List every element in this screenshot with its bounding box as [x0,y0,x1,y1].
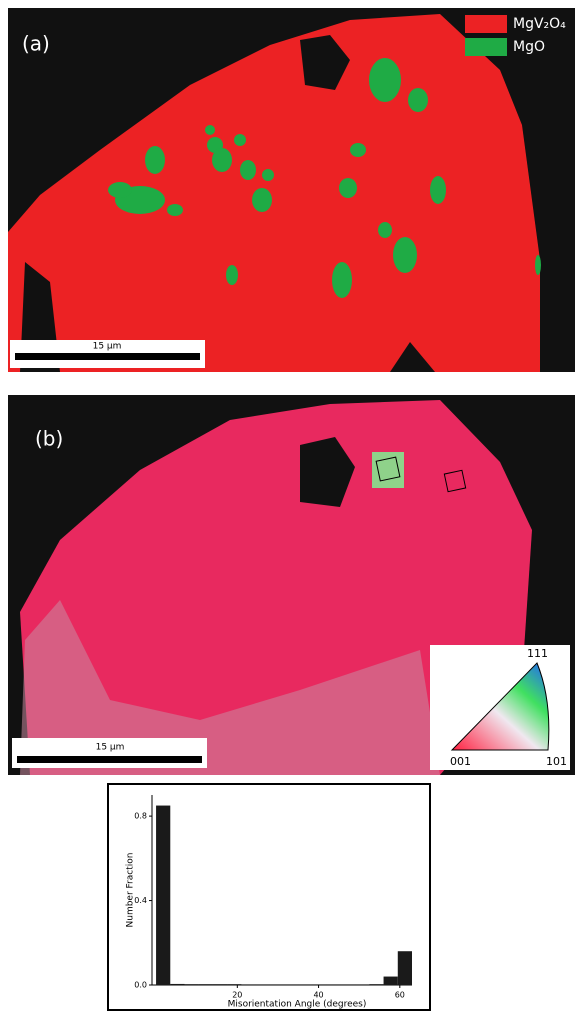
bar [284,984,298,985]
ipf-label: 111 [527,647,548,660]
mgo-grain [262,169,274,181]
mgo-grain [212,148,232,172]
x-tick-label: 60 [395,991,405,1000]
bar [156,806,170,985]
mgo-grain [408,88,428,112]
mgo-grain [145,146,165,174]
bar [327,984,341,985]
mgo-grain [372,452,404,488]
bar [256,984,270,985]
mgo-grain [252,188,272,212]
panel-label: (a) [22,32,50,56]
mgo-grain [108,182,132,198]
bar [298,984,312,985]
x-axis-label: Misorientation Angle (degrees) [228,1000,367,1010]
bar [312,984,326,985]
bar [227,984,241,985]
scale-bar-label: 15 µm [93,342,122,352]
mgo-grain [205,125,215,135]
bar [199,984,213,985]
legend-label: MgO [513,39,545,55]
bar [355,984,369,985]
mgo-grain [339,178,357,198]
y-tick-label: 0.0 [134,981,147,990]
legend-swatch [465,38,507,56]
mgo-grain [332,262,352,298]
bar [241,984,255,985]
mgo-grain [226,265,238,285]
figure: 15 µm (a) MgV₂O₄ MgO (b) 15 µm 001 101 11… [0,0,582,1012]
y-axis-label: Number Fraction [126,853,136,928]
mgo-grain [240,160,256,180]
bar [213,984,227,985]
mgo-grain [378,222,392,238]
mgo-grain [430,176,446,204]
scale-bar [15,353,200,360]
bar [384,977,398,985]
mgo-grain [393,237,417,273]
ipf-label: 101 [546,755,567,768]
bar [398,951,412,985]
bar [369,984,383,985]
bar [170,984,184,985]
ipf-label: 001 [450,755,471,768]
mgo-grain [234,134,246,146]
y-tick-label: 0.4 [134,896,147,905]
bar [341,984,355,985]
mgo-grain [535,255,541,275]
mgo-grain [369,58,401,102]
x-tick-label: 20 [232,991,242,1000]
scale-bar-label: 15 µm [96,743,125,753]
bar [185,984,199,985]
legend-label: MgV₂O₄ [513,16,566,32]
scale-bar [17,756,202,763]
legend-swatch [465,15,507,33]
y-tick-label: 0.8 [134,812,147,821]
bar [270,984,284,985]
x-tick-label: 40 [313,991,323,1000]
mgo-grain [167,204,183,216]
panel-label: (b) [35,427,63,451]
mgo-grain [350,143,366,157]
